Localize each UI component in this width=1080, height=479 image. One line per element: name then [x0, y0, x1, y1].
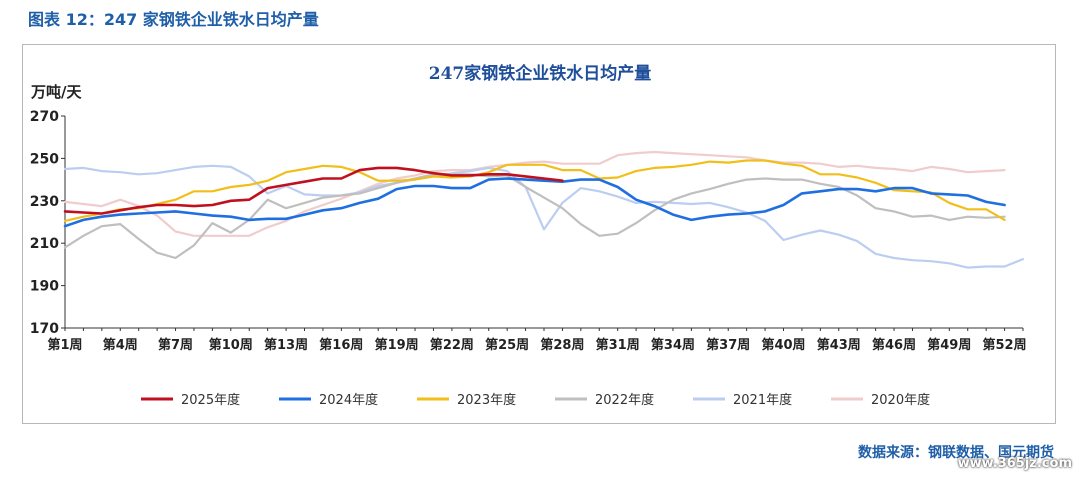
x-tick-label: 第49周	[927, 337, 971, 353]
x-axis: 第1周 第4周 第7周 第10周 第13周 第16周 第19周 第22周 第25周 第28周 第31…	[47, 327, 1027, 353]
y-axis-label: 万吨/天	[30, 83, 82, 101]
legend-label: 2023年度	[457, 392, 516, 408]
x-tick-label: 第43周	[817, 337, 861, 353]
legend-label: 2021年度	[733, 392, 792, 408]
x-tick-label: 第22周	[430, 337, 474, 353]
figure-title: 图表 12：247 家钢铁企业铁水日均产量	[28, 10, 319, 29]
legend-label: 2020年度	[871, 392, 930, 408]
x-tick-label: 第25周	[485, 337, 529, 353]
legend-label: 2024年度	[319, 392, 378, 408]
series-line-2020年度	[63, 150, 1006, 237]
chart-frame: 247家钢铁企业铁水日均产量 万吨/天 170 190 210 230 250 270 第…	[22, 44, 1056, 424]
x-tick-label: 第10周	[209, 337, 253, 353]
series-layer	[63, 150, 1025, 269]
series-line-2023年度	[63, 159, 1006, 222]
x-tick-label: 第16周	[319, 337, 363, 353]
x-tick-label: 第1周	[47, 337, 82, 353]
y-tick-label: 210	[30, 236, 59, 252]
x-tick-label: 第31周	[596, 337, 640, 353]
x-tick-label: 第7周	[158, 337, 193, 353]
x-tick-label: 第37周	[706, 337, 750, 353]
x-tick-label: 第40周	[761, 337, 805, 353]
x-tick-label: 第13周	[264, 337, 308, 353]
legend-label: 2022年度	[595, 392, 654, 408]
series-line-2024年度	[63, 177, 1006, 228]
y-tick-label: 230	[30, 194, 59, 210]
y-axis: 170 190 210 230 250 270	[30, 109, 66, 337]
x-tick-label: 第34周	[651, 337, 695, 353]
chart-title: 247家钢铁企业铁水日均产量	[429, 63, 652, 84]
y-tick-label: 250	[30, 151, 59, 167]
series-line-2025年度	[63, 166, 564, 215]
x-tick-label: 第4周	[103, 337, 138, 353]
y-tick-label: 170	[30, 321, 59, 337]
legend: 2025年度 2024年度 2023年度 2022年度 2021年度 2020年度	[141, 392, 930, 408]
x-tick-label: 第28周	[540, 337, 584, 353]
series-line-2022年度	[63, 173, 1006, 260]
y-tick-label: 270	[30, 109, 59, 125]
line-chart: 247家钢铁企业铁水日均产量 万吨/天 170 190 210 230 250 270 第…	[30, 63, 1027, 408]
x-tick-label: 第19周	[375, 337, 419, 353]
legend-label: 2025年度	[181, 392, 240, 408]
source-note: 数据来源：钢联数据、国元期货	[858, 445, 1054, 461]
series-line-2021年度	[63, 164, 1025, 269]
x-tick-label: 第52周	[983, 337, 1027, 353]
watermark: www.365jz.com	[957, 456, 1072, 471]
x-tick-label: 第46周	[872, 337, 916, 353]
y-tick-label: 190	[30, 279, 59, 295]
